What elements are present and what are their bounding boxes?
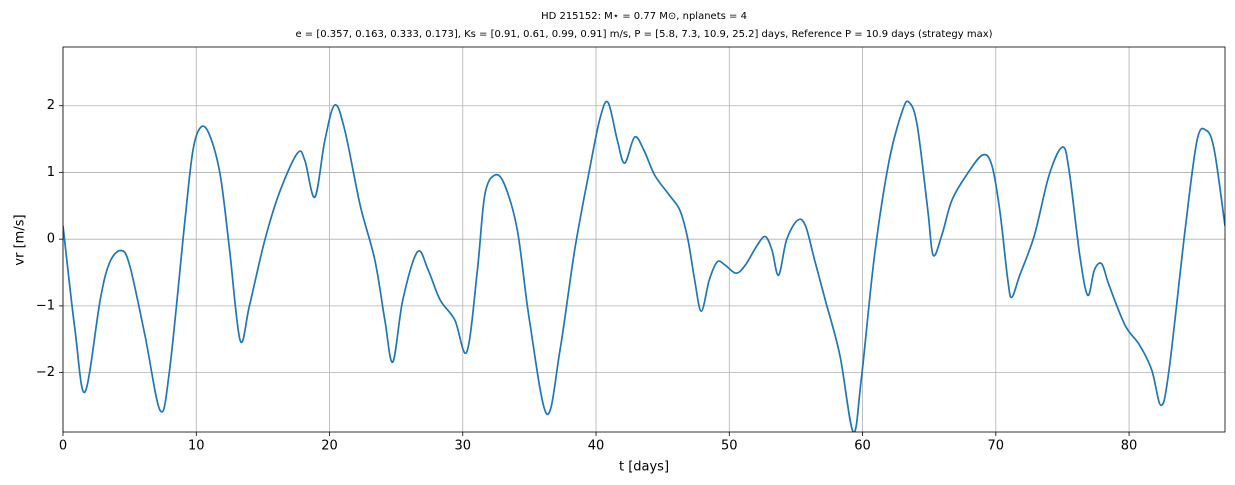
chart-subtitle: e = [0.357, 0.163, 0.333, 0.173], Ks = [… [295,29,992,40]
x-tick-label: 50 [721,439,738,454]
x-tick-label: 10 [188,439,205,454]
x-axis-label: t [days] [619,460,669,475]
y-tick-label: −2 [36,365,55,380]
y-axis-label: vr [m/s] [13,214,28,265]
y-tick-label: 1 [47,165,55,180]
x-tick-label: 60 [854,439,871,454]
y-tick-label: 2 [47,98,55,113]
grid [62,47,1225,432]
x-tick-label: 40 [588,439,605,454]
plot [63,100,1225,432]
x-tick-label: 70 [988,439,1005,454]
y-tick-label: 0 [47,232,55,247]
chart-title: HD 215152: M⋆ = 0.77 M⊙, nplanets = 4 [541,11,747,22]
x-tick-label: 0 [59,439,67,454]
x-tick-label: 30 [454,439,471,454]
x-tick-label: 20 [321,439,338,454]
x-tick-label: 80 [1121,439,1138,454]
y-tick-label: −1 [36,298,55,313]
line-series [63,100,1225,432]
